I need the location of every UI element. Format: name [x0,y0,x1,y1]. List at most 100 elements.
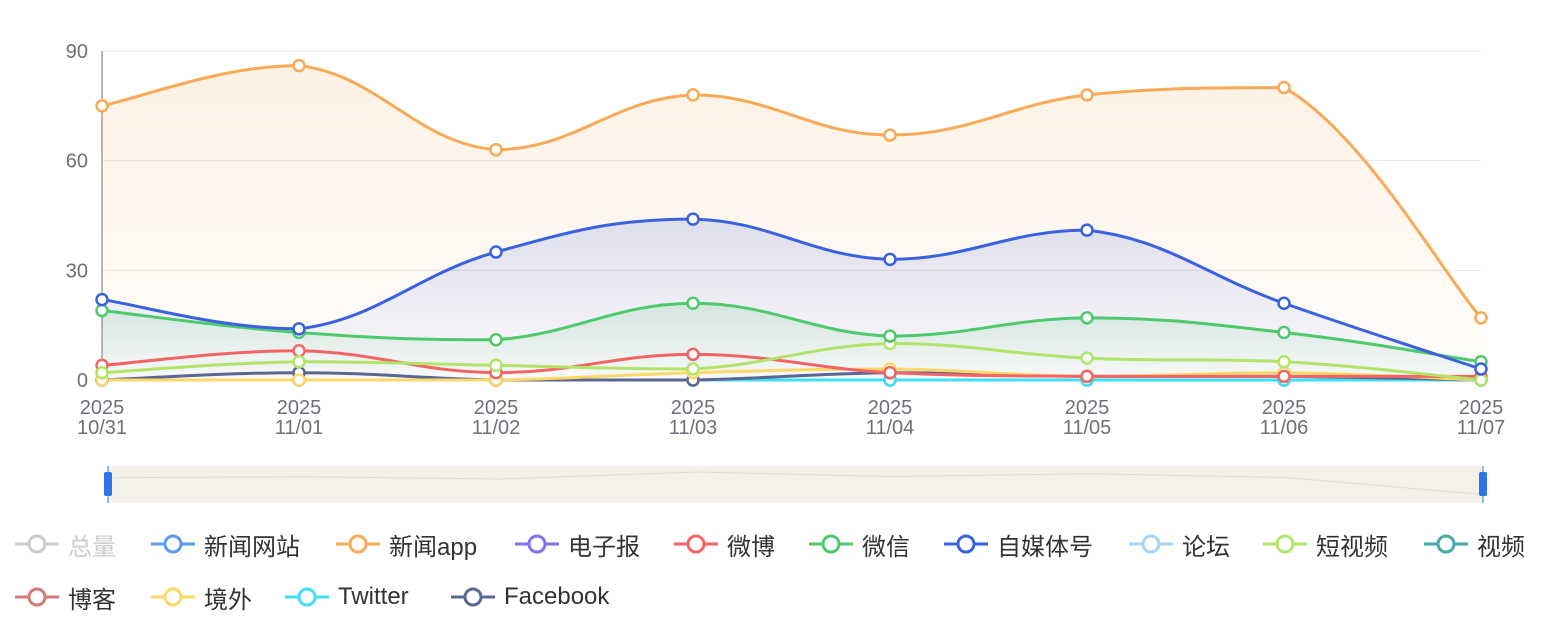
data-point[interactable] [292,354,306,369]
x-tick-label-year: 2025 [474,397,519,419]
legend-line-marker-icon [944,534,988,554]
legend-line-marker-icon [151,587,195,607]
data-point[interactable] [686,212,700,226]
legend-label: 视频 [1477,533,1525,561]
legend-line-marker-icon [451,587,495,607]
data-point[interactable] [686,362,700,376]
legend-item[interactable]: 短视频 [1262,524,1388,564]
x-tick-label-year: 2025 [868,397,913,419]
series-line[interactable] [101,349,1481,378]
x-tick-label-date: 11/03 [669,417,718,439]
legend-line-marker-icon [1263,534,1307,554]
legend-item[interactable]: 境外 [150,577,252,617]
datazoom-handle-left[interactable] [104,472,112,496]
legend-item[interactable]: 新闻app [335,524,477,564]
data-point[interactable] [489,333,503,347]
legend-label: 微信 [862,533,910,561]
series-line[interactable] [101,341,1482,382]
legend-item[interactable]: Facebook [450,577,609,617]
x-tick-label-date: 11/01 [275,417,324,439]
legend-label: 微博 [727,533,775,561]
series-line[interactable] [101,301,1482,364]
legend-label: 论坛 [1182,533,1230,561]
data-point[interactable] [95,365,109,380]
datazoom-preview [107,471,1484,495]
legend-item[interactable]: 总量 [14,524,116,564]
series-line[interactable] [101,217,1482,371]
x-tick-label-year: 2025 [277,397,322,419]
y-tick-label: 30 [66,260,88,282]
data-point[interactable] [292,322,306,336]
legend-line-marker-icon [285,587,329,607]
legend-label: 总量 [68,533,116,561]
data-point[interactable] [1277,325,1291,340]
x-tick-label-date: 10/31 [77,417,127,439]
legend-label: 电子报 [568,533,640,561]
data-point[interactable] [883,329,897,343]
legend-line-marker-icon [336,534,380,554]
x-tick-label-year: 2025 [80,397,125,419]
series-line[interactable] [101,367,1482,382]
x-tick-label-year: 2025 [671,397,716,419]
legend-line-marker-icon [1424,534,1468,554]
legend-item[interactable]: 视频 [1423,524,1525,564]
data-point[interactable] [686,296,700,310]
legend-item[interactable]: 论坛 [1128,524,1230,564]
data-point[interactable] [1277,354,1291,369]
data-point[interactable] [95,303,109,318]
data-point[interactable] [883,252,897,267]
data-point[interactable] [1277,80,1291,95]
legend-label: 境外 [204,586,252,614]
legend-line-marker-icon [151,534,195,554]
y-tick-label: 90 [66,41,88,63]
legend-line-marker-icon [674,534,718,554]
legend-label: Twitter [338,583,409,610]
legend-item[interactable]: 微博 [673,524,775,564]
x-tick-label-date: 11/05 [1063,417,1112,439]
data-point[interactable] [1080,311,1094,325]
data-point[interactable] [292,344,306,358]
data-point[interactable] [1277,369,1291,384]
data-point[interactable] [1474,362,1488,376]
y-tick-label: 60 [66,151,88,173]
data-point[interactable] [95,292,109,307]
x-tick-label-date: 11/02 [472,417,521,439]
legend-item[interactable]: 博客 [14,577,116,617]
data-point[interactable] [1080,369,1094,384]
datazoom-handle-right[interactable] [1479,472,1487,496]
x-tick-label-year: 2025 [1262,397,1307,419]
data-point[interactable] [95,99,109,113]
data-point[interactable] [686,347,700,362]
data-point[interactable] [292,58,306,73]
data-point[interactable] [1080,223,1094,237]
data-point[interactable] [489,142,503,157]
legend-line-marker-icon [1129,534,1173,554]
data-point[interactable] [1277,296,1291,310]
data-point[interactable] [1080,351,1094,365]
legend-line-marker-icon [15,587,59,607]
data-point[interactable] [883,365,897,380]
data-point[interactable] [292,373,306,387]
legend-item[interactable]: 微信 [808,524,910,564]
datazoom-track[interactable] [108,466,1483,503]
data-point[interactable] [489,358,503,373]
data-point[interactable] [686,88,700,102]
data-point[interactable] [489,245,503,259]
legend-label: Facebook [504,583,610,610]
legend-label: 新闻app [389,533,478,561]
legend-item[interactable]: 自媒体号 [943,524,1093,564]
legend-item[interactable]: 电子报 [514,524,640,564]
data-point[interactable] [883,128,897,142]
legend-item[interactable]: 新闻网站 [150,524,300,564]
x-tick-label-date: 11/06 [1260,417,1309,439]
legend-line-marker-icon [15,534,59,554]
data-point[interactable] [1474,373,1488,387]
y-tick-label: 0 [77,370,88,392]
data-point[interactable] [1474,311,1488,325]
x-tick-label-year: 2025 [1065,397,1110,419]
legend-item[interactable]: Twitter [284,577,409,617]
x-tick-label-date: 11/07 [1457,417,1506,439]
data-point[interactable] [1080,88,1094,102]
legend-label: 自媒体号 [997,533,1093,561]
